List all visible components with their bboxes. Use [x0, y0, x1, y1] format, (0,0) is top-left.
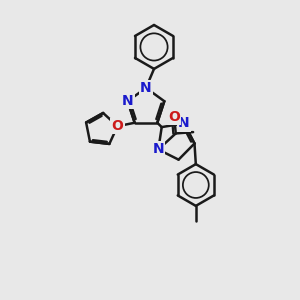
Text: N: N [152, 142, 164, 157]
Text: N: N [178, 116, 190, 130]
Text: O: O [168, 110, 180, 124]
Text: N: N [122, 94, 134, 108]
Text: O: O [112, 119, 123, 133]
Text: N: N [140, 81, 152, 95]
